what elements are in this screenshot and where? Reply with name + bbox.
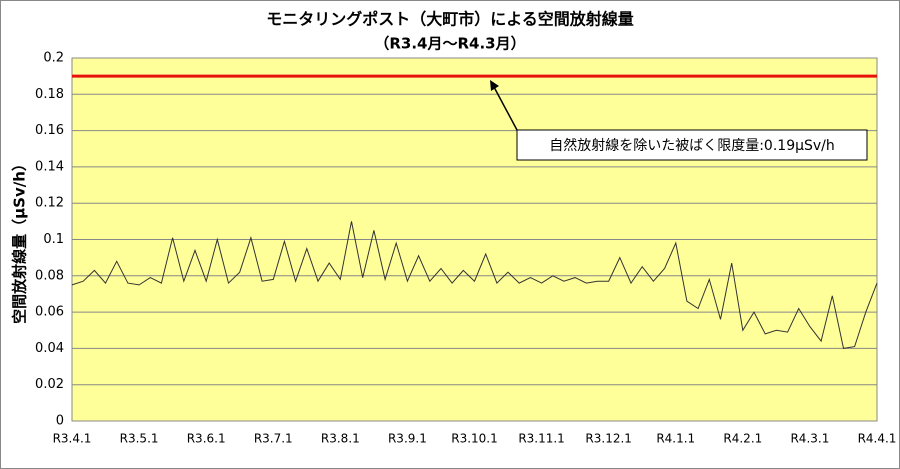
- x-tick-label: R3.10.1: [451, 432, 498, 446]
- y-tick-label: 0.18: [35, 87, 64, 102]
- plot-area: 0 0.02 0.04 0.06 0.08 0.1 0.12 0.14 0.16 0.18 0.2 R…: [35, 51, 896, 446]
- data-line: [71, 221, 878, 349]
- x-tick-label: R3.9.1: [388, 432, 427, 446]
- x-tick-label: R4.4.1: [858, 432, 897, 446]
- y-tick-label: 0.12: [35, 196, 64, 211]
- y-tick-label: 0.08: [35, 268, 64, 283]
- y-tick-label: 0.04: [35, 341, 64, 356]
- annotation-box: [516, 129, 868, 161]
- annotation-group: 自然放射線を除いた被ばく限度量:0.19μSv/h: [490, 80, 868, 161]
- chart-subtitle: （R3.4月～R4.3月）: [374, 35, 525, 53]
- y-tick-label: 0.1: [43, 232, 64, 247]
- y-tick-label: 0: [56, 414, 64, 429]
- x-tick-label: R4.3.1: [790, 432, 829, 446]
- arrow-line: [493, 86, 518, 131]
- x-tick-label: R3.5.1: [120, 432, 159, 446]
- y-tick-label: 0.02: [35, 377, 64, 392]
- arrow-head: [490, 80, 499, 91]
- x-tick-label: R4.2.1: [723, 432, 762, 446]
- y-tick-label: 0.06: [35, 305, 64, 320]
- x-tick-label: R4.1.1: [656, 432, 695, 446]
- y-axis-label: 空間放射線量（μSv/h）: [11, 156, 29, 324]
- x-tick-label: R3.6.1: [187, 432, 226, 446]
- annotation: 自然放射線を除いた被ばく限度量:0.19μSv/h: [549, 137, 835, 154]
- x-tick-label: R3.4.1: [53, 432, 92, 446]
- x-tick-label: R3.12.1: [585, 432, 632, 446]
- y-tick-label: 0.2: [43, 51, 64, 66]
- chart-title: モニタリングポスト（大町市）による空間放射線量: [266, 10, 634, 29]
- y-tick-label: 0.16: [35, 123, 64, 138]
- x-tick-label: R3.7.1: [254, 432, 293, 446]
- x-tick-label: R3.8.1: [321, 432, 360, 446]
- x-tick-label: R3.11.1: [518, 432, 565, 446]
- y-tick-label: 0.14: [35, 159, 64, 174]
